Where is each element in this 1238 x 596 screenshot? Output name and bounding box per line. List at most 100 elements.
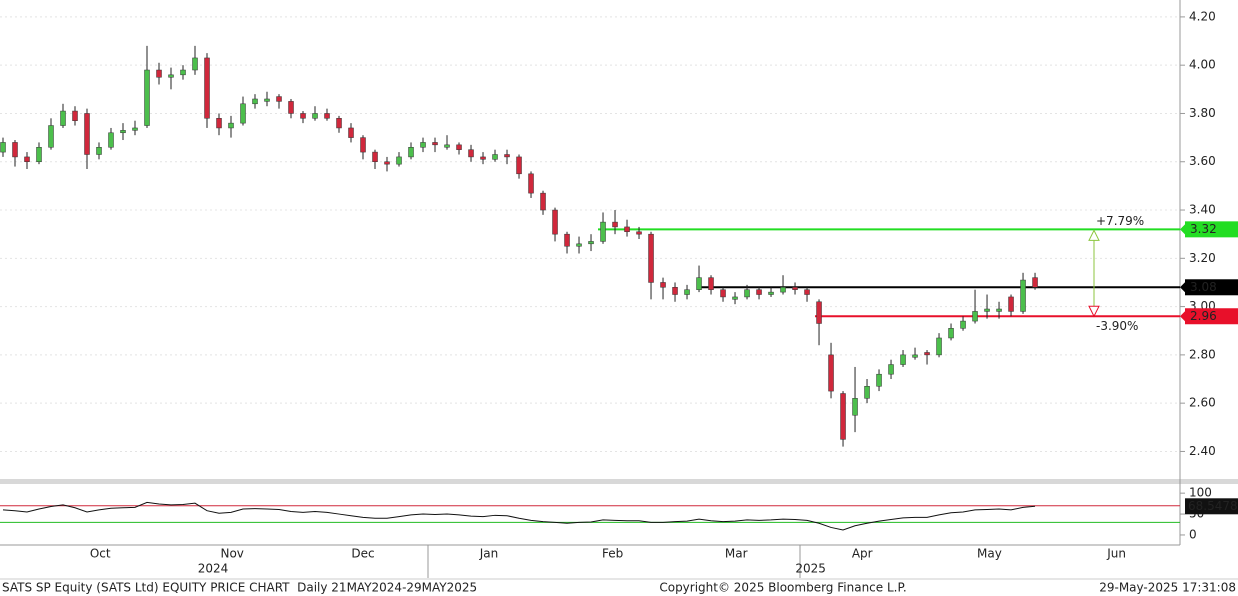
candle-body [1032, 277, 1038, 288]
candle-body [744, 289, 750, 298]
arrow-head [1088, 305, 1100, 318]
candle-body [708, 277, 714, 290]
candle-body [432, 142, 438, 146]
level-label: 2.96 [1190, 309, 1217, 323]
candle-body [768, 291, 774, 295]
level-pointer [1180, 281, 1186, 294]
candle-body [672, 287, 678, 295]
candle-body [252, 98, 258, 105]
x-tick-label: Jun [1106, 547, 1126, 561]
candle-body [60, 110, 66, 126]
candle-body [480, 156, 486, 160]
last-value-box [1185, 498, 1238, 515]
candle-body [204, 57, 210, 119]
candle-body [288, 101, 294, 114]
candle-body [156, 69, 162, 78]
candle-body [84, 113, 90, 155]
level-box [1185, 221, 1238, 238]
candle-body [876, 373, 882, 387]
y-tick-label: 100 [1189, 486, 1212, 500]
candle-body [660, 282, 666, 288]
annotation: +7.79% [1096, 214, 1144, 228]
last-value-label: 68.5478 [1188, 499, 1238, 513]
annotation: -3.90% [1096, 319, 1138, 333]
candle-body [24, 156, 30, 162]
candle-body [912, 354, 918, 358]
candle-body [780, 287, 786, 293]
x-tick-label: Oct [90, 547, 111, 561]
candle-body [624, 226, 630, 233]
candle-body [396, 156, 402, 165]
candle-body [720, 289, 726, 298]
candle-body [12, 142, 18, 158]
candle-body [276, 96, 282, 102]
level-pointer [1180, 310, 1186, 323]
candle-body [1008, 296, 1014, 312]
candle-body [96, 147, 102, 155]
y-tick-label: 2.40 [1189, 444, 1216, 458]
candle-body [312, 113, 318, 119]
candle-body [384, 161, 390, 165]
y-tick-label: 0 [1189, 527, 1197, 541]
candle-body [216, 118, 222, 129]
candle-body [228, 122, 234, 129]
candle-body [792, 287, 798, 290]
year-label: 2025 [795, 562, 826, 576]
candle-body [360, 137, 366, 153]
candle-body [948, 328, 954, 339]
candle-body [576, 243, 582, 247]
candle-body [852, 398, 858, 416]
candle-body [0, 142, 6, 153]
level-label: 3.32 [1190, 222, 1217, 236]
level-box [1185, 308, 1238, 325]
candle-body [648, 233, 654, 283]
candle-body [828, 354, 834, 392]
level-label: 3.08 [1190, 280, 1217, 294]
candle-body [120, 130, 126, 134]
y-tick-label: 3.80 [1189, 106, 1216, 120]
candle-body [372, 151, 378, 162]
arrow-head [1088, 229, 1100, 241]
candle-body [468, 149, 474, 158]
candle-body [504, 154, 510, 158]
candle-body [636, 231, 642, 235]
candle-body [588, 241, 594, 245]
candle-body [924, 352, 930, 356]
y-tick-label: 2.80 [1189, 347, 1216, 361]
candle-body [732, 296, 738, 300]
candle-body [408, 147, 414, 158]
candle-body [456, 144, 462, 150]
candle-body [612, 221, 618, 228]
year-label: 2024 [198, 562, 229, 576]
candle-body [72, 110, 78, 121]
candle-body [300, 113, 306, 119]
candle-body [420, 142, 426, 148]
level-pointer [1180, 223, 1186, 236]
candle-body [888, 364, 894, 375]
candle-body [516, 156, 522, 175]
candle-body [756, 289, 762, 295]
candle-body [936, 337, 942, 356]
footer-left: SATS SP Equity (SATS Ltd) EQUITY PRICE C… [2, 581, 477, 595]
x-tick-label: Dec [351, 547, 374, 561]
candle-body [240, 103, 246, 124]
candle-body [132, 127, 138, 131]
candle-body [684, 289, 690, 295]
candle-body [984, 308, 990, 312]
candle-body [600, 221, 606, 242]
candle-body [108, 132, 114, 148]
candle-body [348, 127, 354, 138]
y-tick-label: 4.00 [1189, 58, 1216, 72]
y-tick-label: 4.20 [1189, 9, 1216, 23]
candle-body [1020, 279, 1026, 312]
panel-divider [0, 479, 1238, 484]
candle-body [900, 354, 906, 365]
candle-body [696, 277, 702, 290]
x-tick-label: Mar [725, 547, 748, 561]
candle-body [564, 233, 570, 247]
candle-body [552, 209, 558, 235]
candle-body [492, 154, 498, 160]
x-tick-label: May [977, 547, 1002, 561]
